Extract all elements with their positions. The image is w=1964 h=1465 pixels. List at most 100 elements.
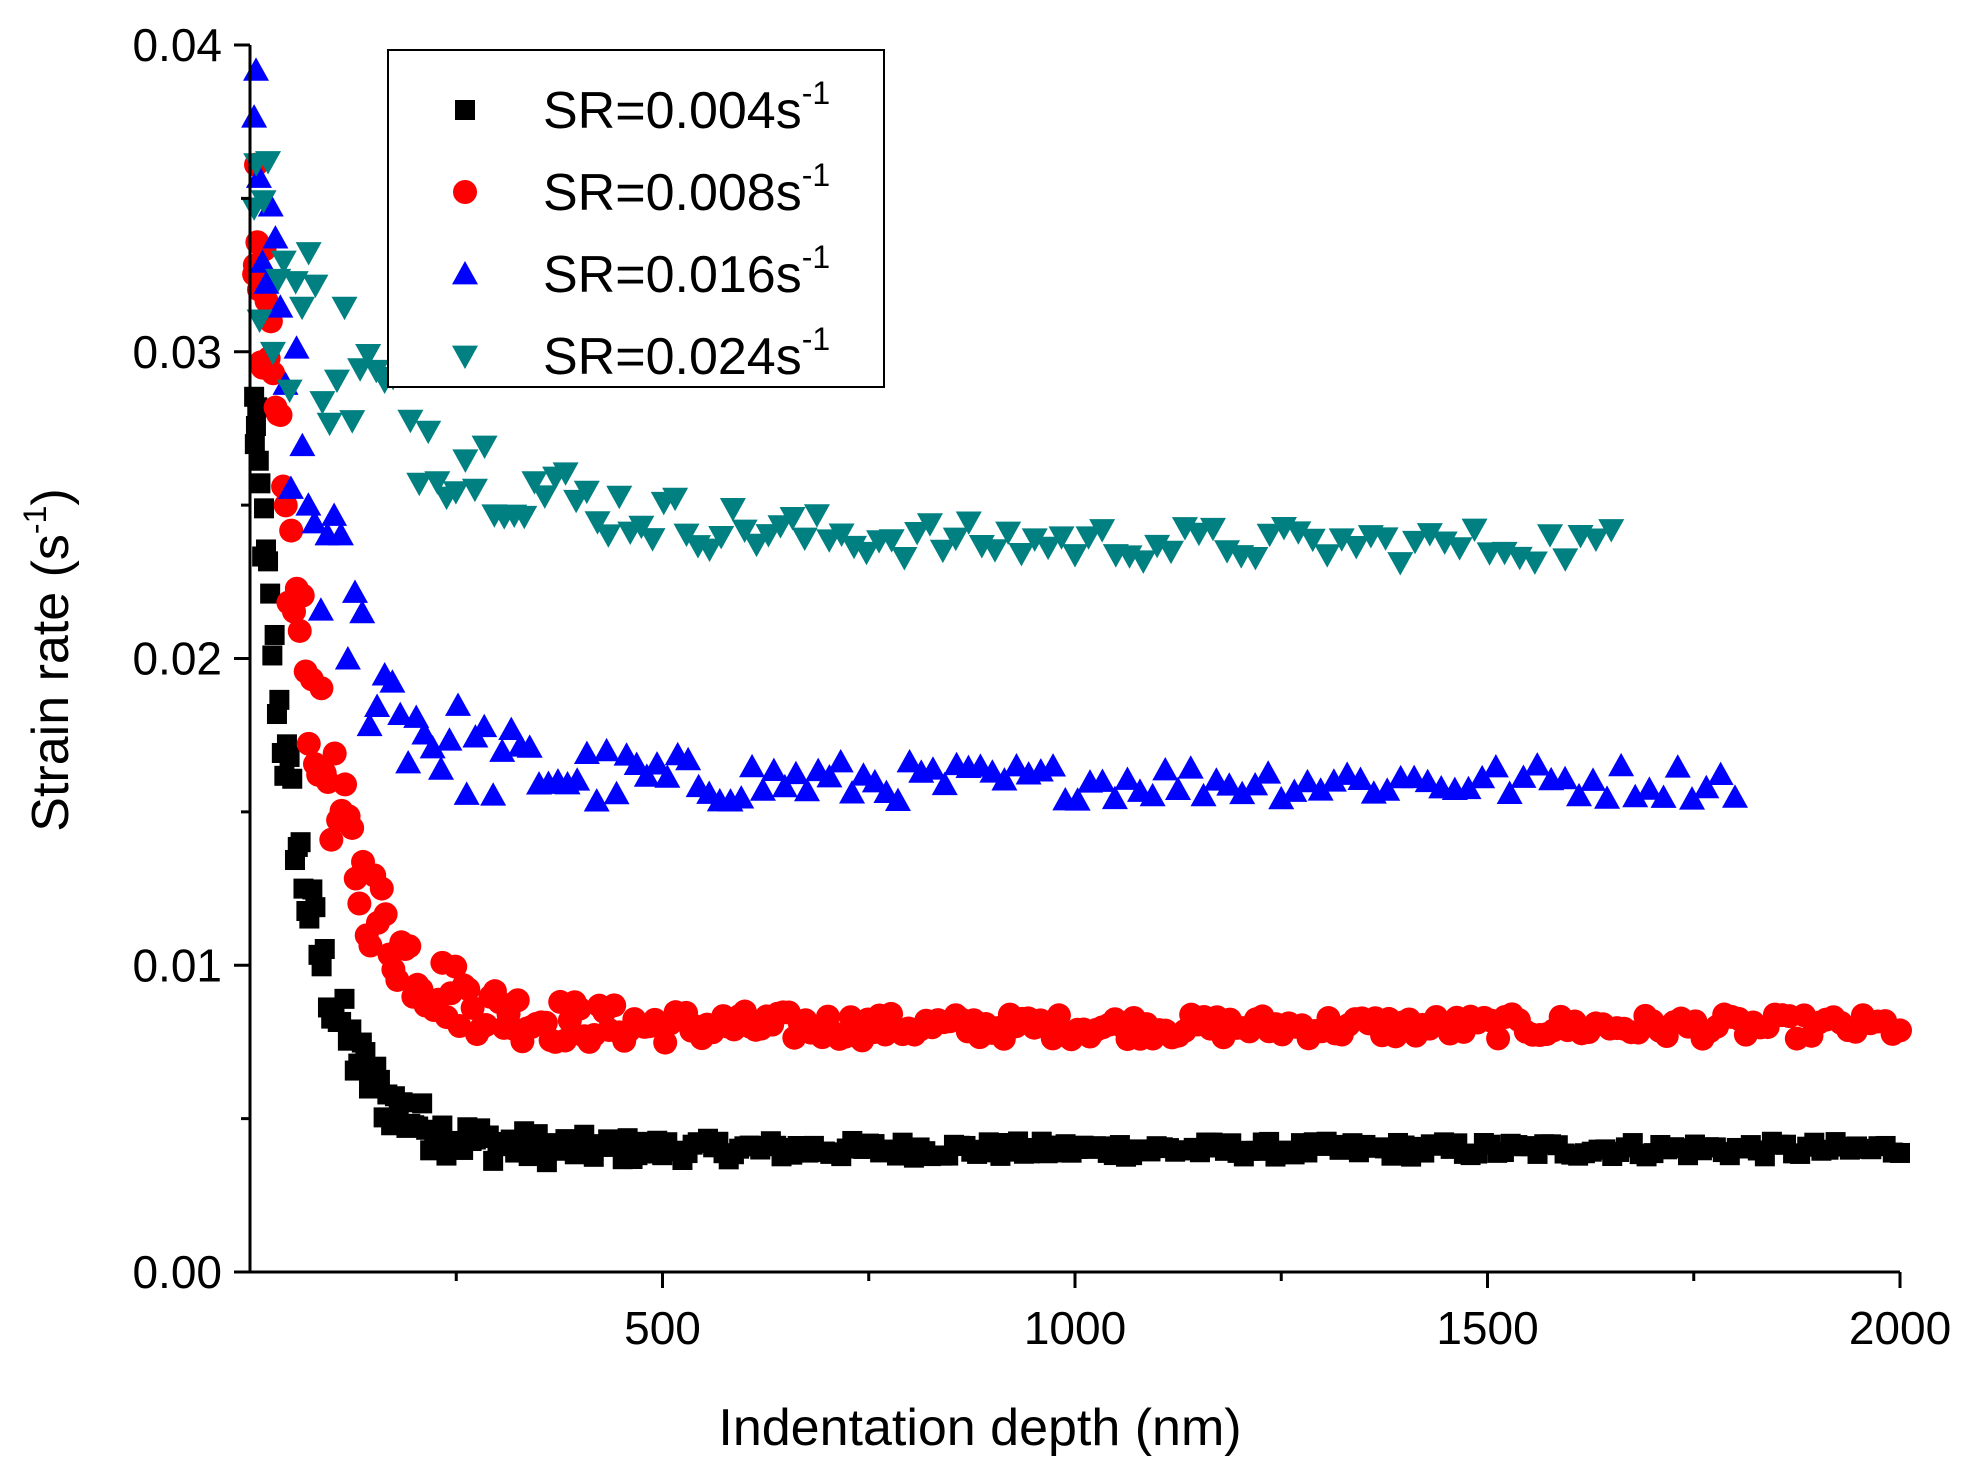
data-point-square [290, 832, 311, 853]
data-point-triangle-down [955, 511, 982, 535]
data-point-triangle-down [1075, 526, 1102, 550]
data-point-triangle-up [1664, 754, 1691, 778]
data-point-triangle-down [302, 274, 329, 298]
data-point-triangle-up [991, 767, 1018, 791]
data-point-triangle-up [471, 713, 498, 738]
data-point-triangle-down [339, 410, 366, 434]
data-point-triangle-up [1347, 766, 1374, 790]
data-point-circle [385, 967, 410, 992]
data-point-circle [567, 996, 592, 1021]
data-point-triangle-down [929, 539, 956, 564]
data-point-triangle-down [246, 309, 273, 333]
data-point-triangle-up [1101, 785, 1128, 810]
data-point-triangle-down [1035, 536, 1062, 561]
data-point-triangle-up [931, 771, 958, 796]
data-point-triangle-down [916, 513, 943, 537]
legend-label: SR=0.004s-1 [543, 75, 830, 140]
data-point-triangle-down [606, 485, 633, 510]
data-point-triangle-up [644, 751, 671, 775]
data-point-triangle-down [1130, 550, 1157, 574]
data-point-circle [309, 676, 334, 701]
legend-marker-triangle-up [452, 261, 478, 285]
data-point-triangle-down [355, 344, 382, 368]
data-point-triangle-up [1414, 768, 1441, 793]
data-point-triangle-down [255, 151, 282, 175]
data-point-triangle-up [675, 746, 702, 771]
legend-marker-square [455, 100, 475, 120]
data-point-triangle-up [403, 704, 430, 728]
data-point-triangle-down [1199, 517, 1226, 542]
data-point-triangle-up [919, 756, 946, 780]
data-point-triangle-up [1152, 756, 1179, 781]
data-point-triangle-up [516, 734, 543, 758]
data-point-triangle-up [1268, 785, 1295, 810]
data-point-triangle-up [379, 669, 406, 693]
data-point-triangle-down [316, 412, 343, 437]
data-point-triangle-down [1402, 530, 1429, 555]
data-point-circle [322, 741, 347, 766]
data-point-triangle-up [760, 757, 787, 782]
data-point-circle [397, 934, 422, 959]
data-point-triangle-up [1707, 761, 1734, 786]
data-point-triangle-down [1157, 540, 1184, 565]
data-point-circle [347, 891, 372, 916]
data-point-triangle-up [1216, 772, 1243, 796]
data-point-triangle-up [1294, 768, 1321, 793]
data-point-triangle-up [794, 777, 821, 802]
data-point-triangle-down [309, 391, 336, 415]
data-point-triangle-up [436, 727, 463, 751]
data-point-triangle-up [1594, 785, 1621, 809]
data-point-triangle-down [452, 449, 479, 473]
data-point-triangle-down [1461, 518, 1488, 542]
data-point-triangle-down [531, 485, 558, 509]
data-point-triangle-down [461, 478, 488, 503]
y-axis-title-tail: ) [22, 488, 80, 505]
y-axis-title-sup: -1 [17, 506, 53, 534]
data-point-triangle-down [1387, 552, 1414, 576]
data-point-triangle-up [884, 787, 911, 812]
data-point-triangle-down [828, 523, 855, 547]
ticks-layer: 500 1000 1500 2000 0.00 0.01 0.02 0.03 0.04 [132, 19, 1951, 1354]
data-point-triangle-up [1320, 768, 1347, 792]
data-point-triangle-up [1636, 776, 1663, 800]
data-point-triangle-down [1552, 548, 1579, 572]
data-point-triangle-up [341, 579, 368, 603]
data-point-triangle-up [573, 740, 600, 764]
data-point-triangle-up [1255, 760, 1282, 784]
data-point-triangle-down [1048, 526, 1075, 550]
data-point-triangle-up [307, 597, 334, 621]
data-point-square [248, 450, 269, 471]
data-point-circle [296, 731, 321, 756]
data-point-triangle-up [749, 777, 776, 801]
x-axis-title: Indentation depth (nm) [718, 1399, 1241, 1457]
data-point-triangle-down [415, 420, 442, 445]
data-point-square [258, 551, 279, 572]
data-point-triangle-up [267, 294, 294, 318]
data-point-triangle-down [406, 472, 433, 497]
data-point-triangle-up [1229, 780, 1256, 805]
data-point-circle [473, 1013, 498, 1038]
data-point-triangle-up [728, 785, 755, 809]
data-point-triangle-up [243, 57, 270, 81]
data-point-triangle-down [276, 379, 303, 403]
data-point-triangle-down [696, 538, 723, 562]
data-point-triangle-down [1242, 547, 1269, 571]
data-point-triangle-down [1598, 519, 1625, 543]
data-point-square [247, 397, 268, 418]
data-point-triangle-up [1281, 778, 1308, 802]
data-point-circle [553, 1028, 578, 1053]
data-point-triangle-down [1521, 551, 1548, 575]
data-point-triangle-down [397, 409, 424, 434]
data-point-triangle-down [1537, 524, 1564, 548]
data-point-triangle-up [603, 780, 630, 805]
data-point-circle [456, 977, 481, 1002]
data-point-circle [443, 954, 468, 979]
data-point-triangle-up [498, 716, 525, 741]
data-point-square [282, 768, 303, 789]
data-point-triangle-up [253, 270, 280, 294]
data-point-triangle-down [250, 190, 277, 214]
data-point-triangle-down [731, 519, 758, 544]
data-point-triangle-down [1582, 528, 1609, 552]
data-point-triangle-up [349, 599, 376, 624]
